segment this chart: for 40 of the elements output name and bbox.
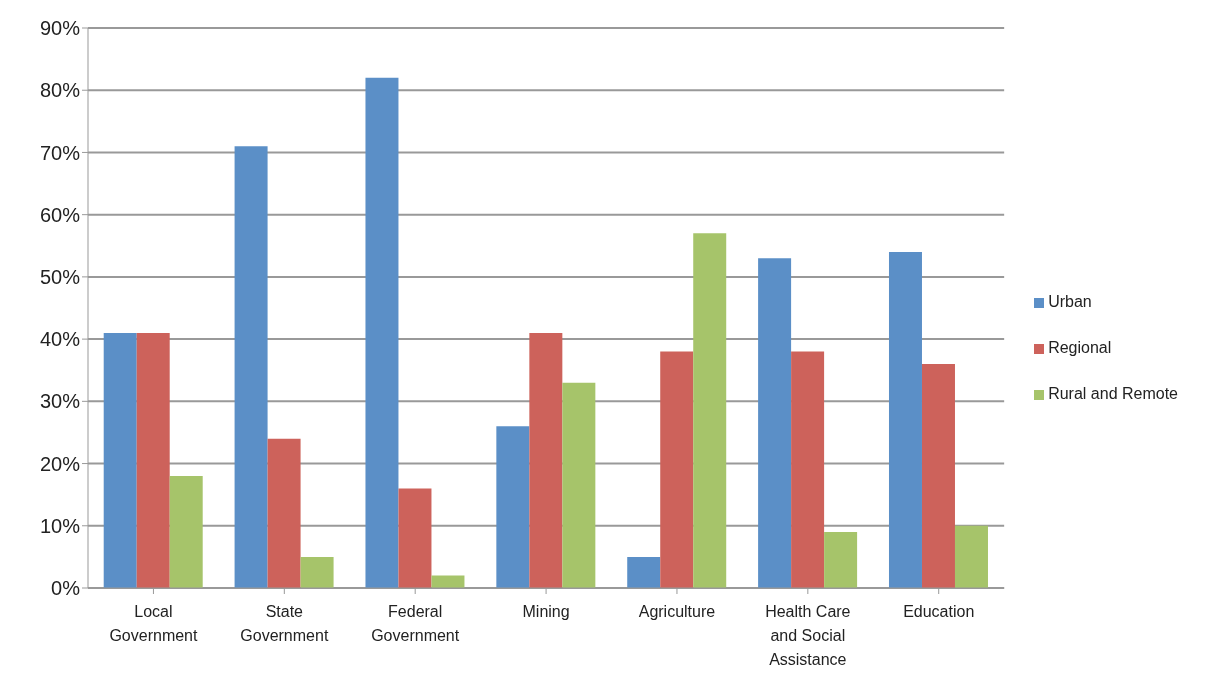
y-tick-label: 20% [39, 452, 81, 475]
x-tick-label: Health Care and Social Assistance [765, 602, 851, 668]
bar [169, 476, 203, 588]
x-tick-label: State Government [240, 602, 329, 644]
x-tick-label: Mining [522, 602, 570, 620]
y-tick-label: 50% [39, 265, 81, 288]
bar [234, 146, 268, 588]
bar [791, 351, 825, 588]
y-tick-label: 90% [39, 17, 81, 40]
legend-label: Urban [1048, 293, 1092, 310]
y-tick-label: 80% [39, 79, 81, 102]
bar [136, 332, 170, 588]
bar [660, 351, 694, 588]
x-tick-label: Local Government [109, 602, 199, 644]
bar [758, 258, 792, 588]
y-tick-label: 0% [51, 577, 81, 600]
bar [627, 556, 661, 588]
legend-label: Rural and Remote [1048, 385, 1178, 402]
x-tick-label: Agriculture [638, 602, 716, 620]
bar [529, 332, 563, 588]
bar [365, 77, 399, 588]
x-tick-label: Education [903, 602, 975, 620]
bar [103, 332, 137, 588]
legend-label: Regional [1048, 339, 1112, 356]
y-tick-label: 10% [39, 514, 81, 537]
bar [300, 556, 334, 588]
bar [693, 233, 727, 588]
y-tick-label: 70% [39, 141, 81, 164]
bar [562, 382, 596, 588]
x-tick-label: Federal Government [371, 602, 460, 644]
y-tick-label: 60% [39, 203, 81, 226]
bar [921, 364, 955, 588]
y-tick-label: 30% [39, 390, 81, 413]
bar [398, 488, 432, 588]
bar [954, 525, 988, 588]
y-tick-label: 40% [39, 328, 81, 351]
bar [267, 438, 301, 588]
bar [496, 426, 530, 588]
bar [824, 532, 858, 588]
bar [888, 252, 922, 588]
